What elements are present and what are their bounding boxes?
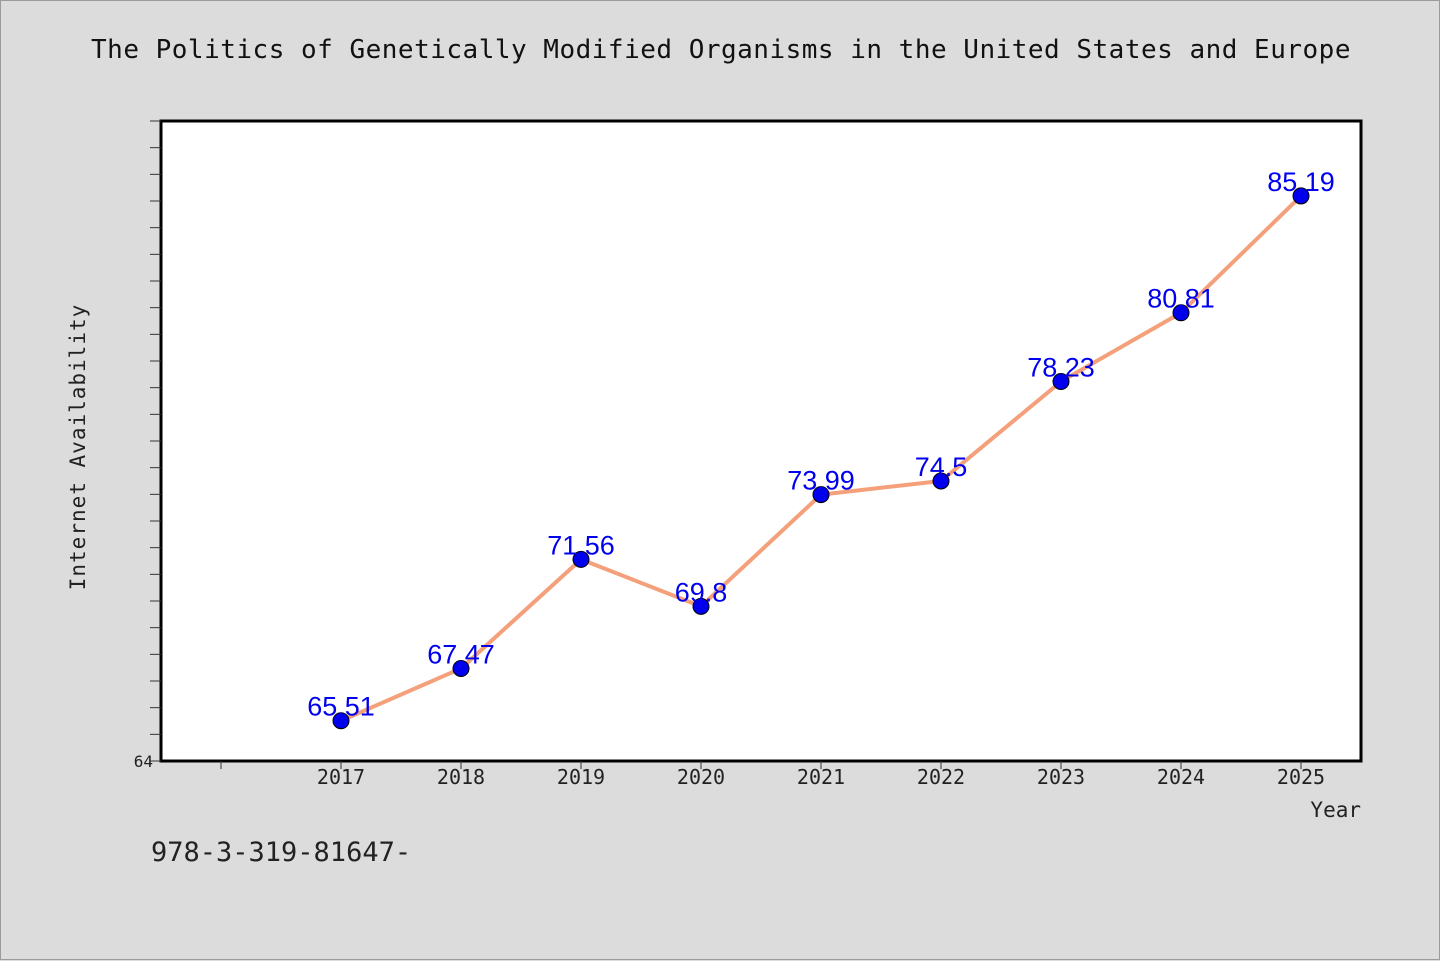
data-label: 67.47 [427,639,495,669]
x-tick-label: 2018 [437,765,485,789]
data-label: 71.56 [547,530,615,560]
data-label: 73.99 [787,466,855,496]
data-point [1172,304,1190,322]
x-tick-label: 2023 [1037,765,1085,789]
data-point [332,712,350,730]
x-axis-label: Year [1310,798,1361,822]
data-label: 85.19 [1267,167,1335,197]
data-label: 80.81 [1147,284,1215,314]
x-tick-label: 2017 [317,765,365,789]
data-point [932,472,950,490]
data-point [1292,187,1310,205]
data-point [452,659,470,677]
data-point [812,486,830,504]
data-label: 65.51 [307,692,375,722]
x-tick-label: 2021 [797,765,845,789]
x-tick-label: 2022 [917,765,965,789]
data-point [692,597,710,615]
x-tick-label: 2019 [557,765,605,789]
plot-area [159,119,1363,763]
y-axis-label: Internet Availability [66,304,90,591]
x-tick-label: 2024 [1157,765,1205,789]
footer-text: 978-3-319-81647- [151,837,412,868]
data-label: 69.8 [675,577,728,607]
y-tick-label: 64 [134,752,153,771]
data-label: 74.5 [915,452,968,482]
x-tick-label: 2025 [1277,765,1325,789]
data-point [1052,373,1070,391]
chart-title: The Politics of Genetically Modified Org… [91,35,1351,65]
data-label: 78.23 [1027,353,1095,383]
data-point [572,550,590,568]
x-tick-label: 2020 [677,765,725,789]
